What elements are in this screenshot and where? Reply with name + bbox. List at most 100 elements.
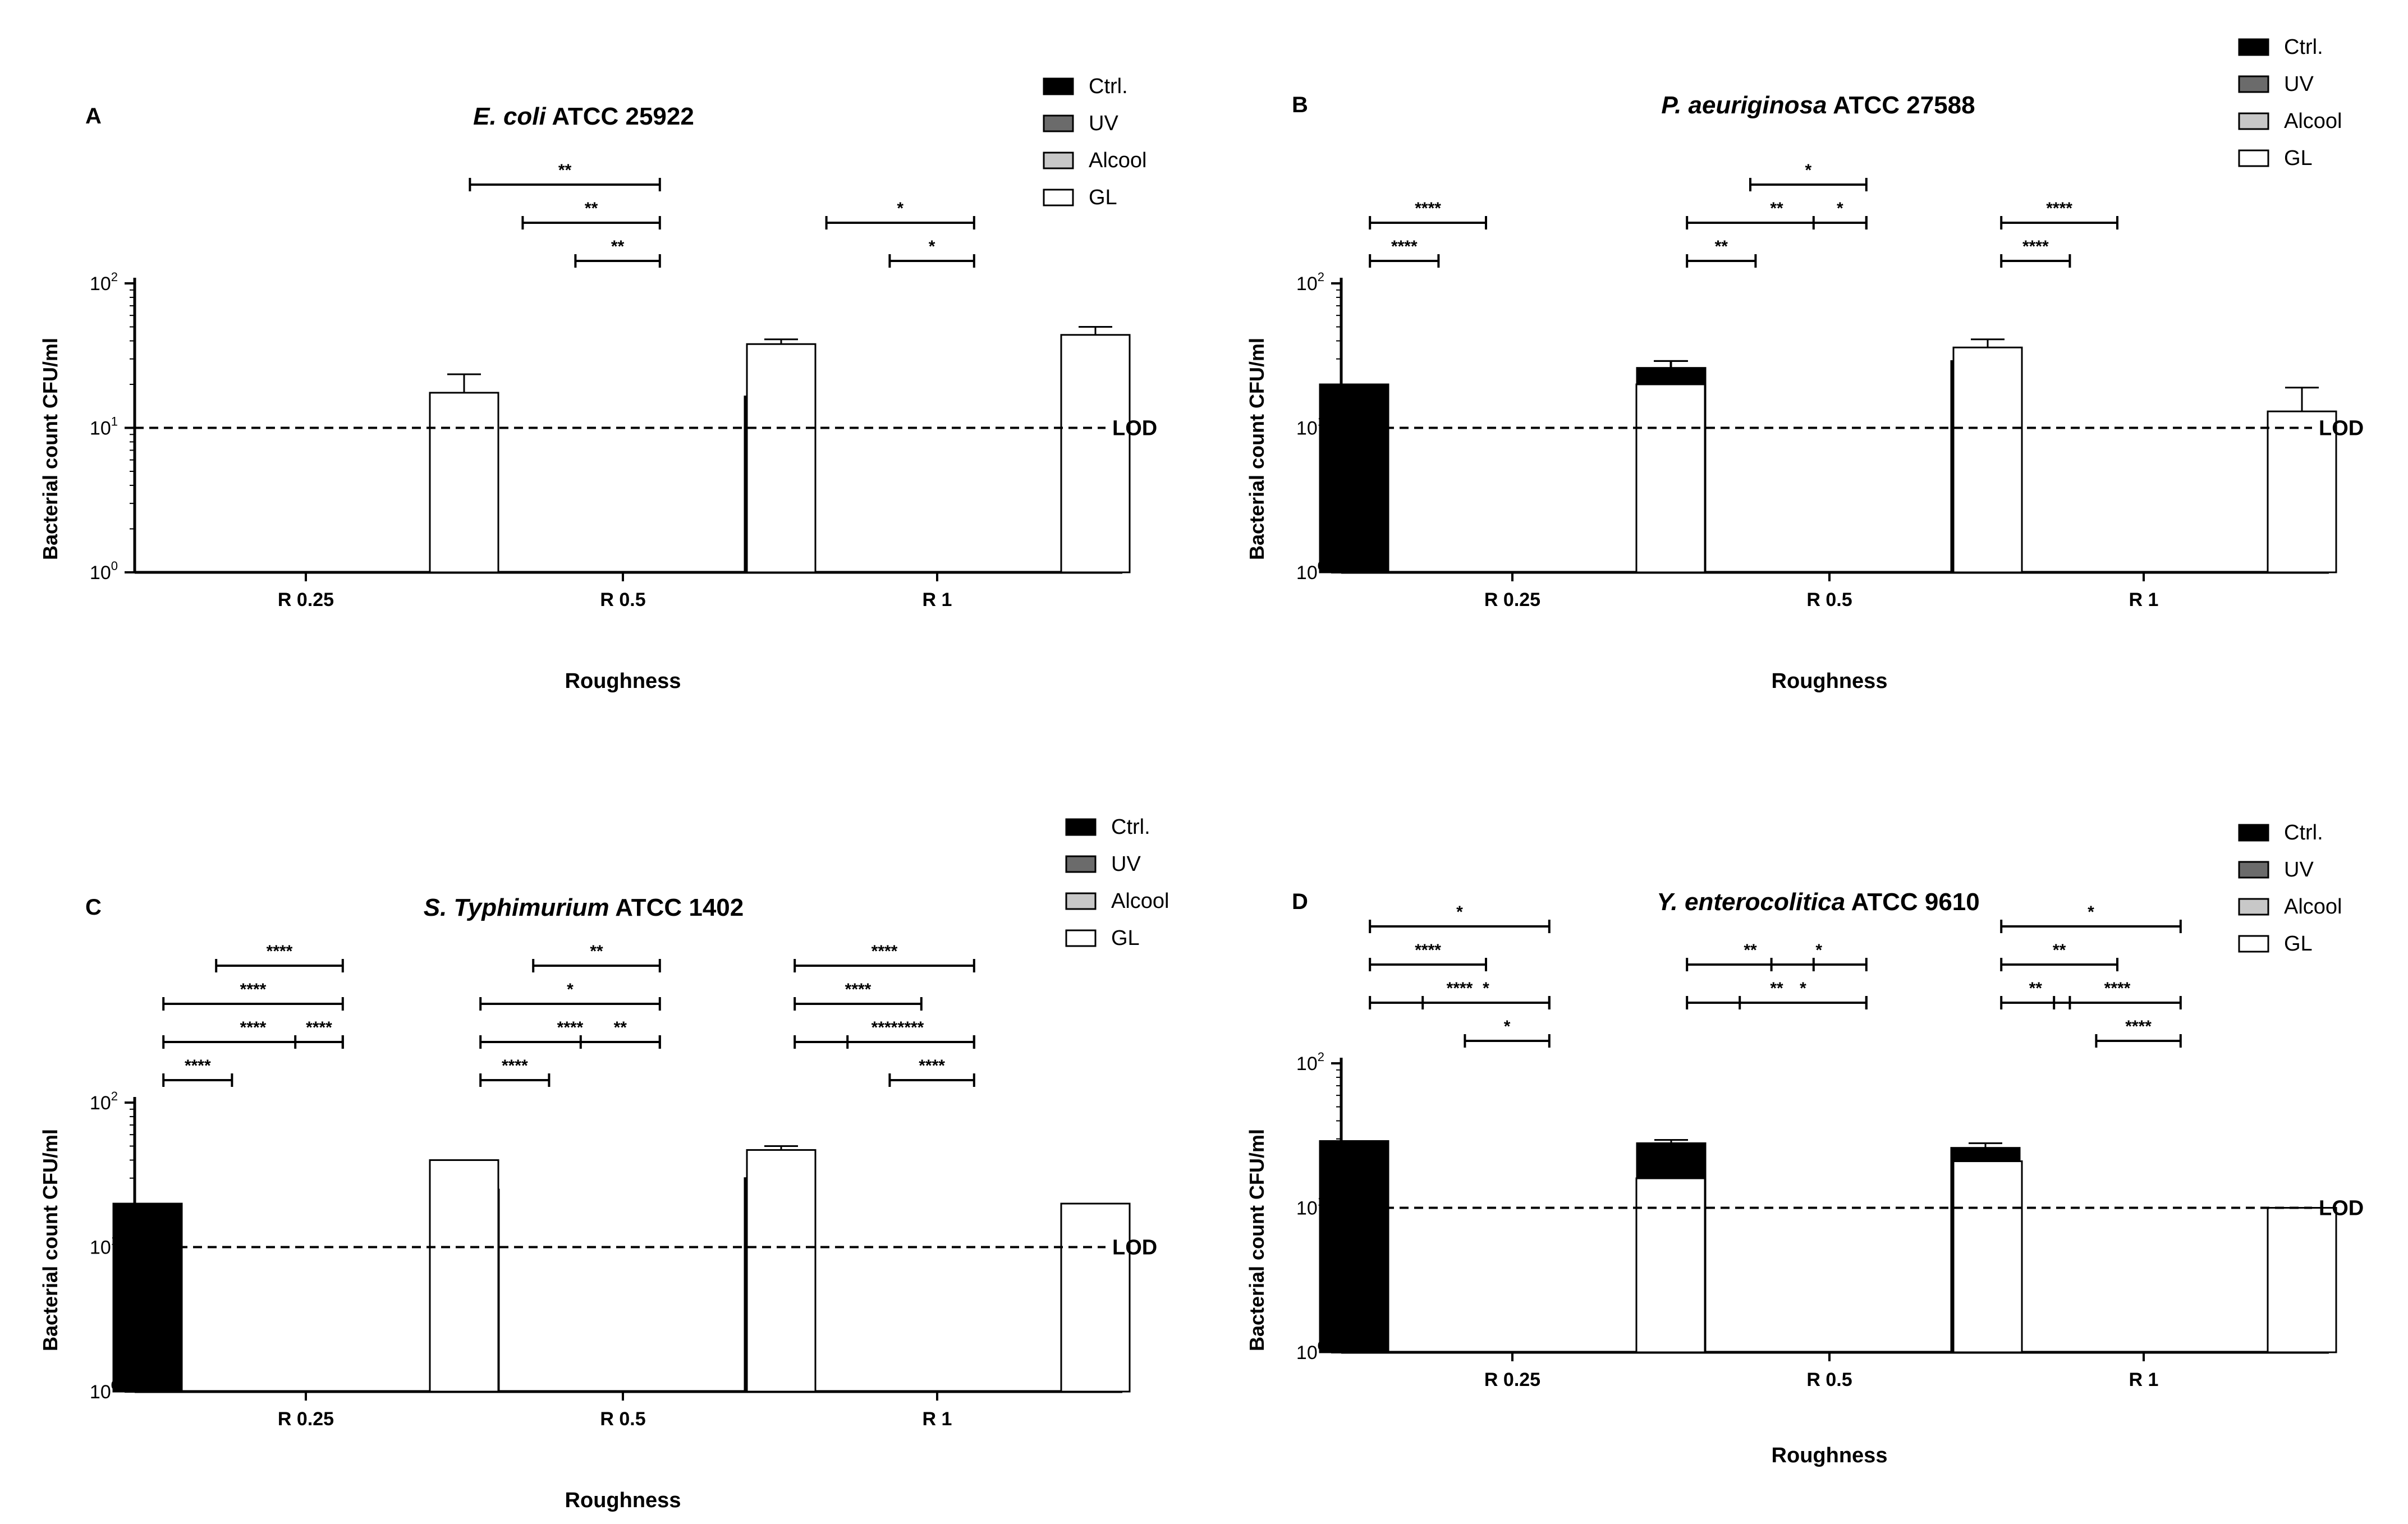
significance-label: **** [2125,1017,2152,1036]
bar-gl [1635,383,1706,573]
significance-label: ** [590,942,603,961]
x-axis-label: Roughness [1772,1444,1888,1467]
x-tick-label: R 1 [923,589,952,610]
legend: Ctrl. UV Alcool GL [1043,75,1147,209]
legend-swatch [1043,152,1074,169]
chart-title-italic: P. aeuriginosa [1661,91,1827,119]
legend-swatch [1065,818,1097,836]
legend-label: GL [1111,926,1140,950]
significance-label: * [1800,979,1806,998]
significance-label: **** [2022,237,2049,256]
chart-title: S. Typhimurium ATCC 1402 [424,894,744,921]
panel-label: A [85,104,102,128]
significance-label: **** [240,980,267,999]
significance-label: **** [919,1057,945,1075]
significance-label: **** [872,1018,898,1037]
significance-label: * [1805,161,1812,180]
significance-label: **** [557,1018,584,1037]
chart-title-rest: ATCC 27588 [1827,91,1975,119]
x-axis-label: Roughness [565,1489,681,1512]
legend-label: UV [1089,112,1118,135]
x-tick-label: R 0.25 [278,589,334,610]
significance-label: ** [1715,237,1728,256]
legend-label: GL [2284,146,2313,170]
bar-gl [2267,410,2337,573]
panel-label: B [1292,93,1308,117]
x-tick-label: R 1 [2129,589,2159,610]
chart-title-italic: S. Typhimurium [424,894,609,921]
chart-title-italic: E. coli [473,103,546,130]
significance-label: **** [1391,237,1418,256]
chart-svg-a: A E. coli ATCC 25922 Bacterial count CFU… [39,75,1157,693]
significance-label: ** [558,161,572,180]
y-tick-label: 101 [90,415,118,439]
significance-label: **** [306,1018,332,1037]
legend-swatch [1043,77,1074,95]
significance-label: * [1456,903,1463,921]
y-tick-label: 102 [90,1089,118,1114]
chart-svg-d: D Y. enterocolitica ATCC 9610 Bacterial … [1245,821,2364,1467]
x-tick-label: R 1 [923,1408,952,1430]
significance-label: **** [845,980,872,999]
lod-label: LOD [2319,417,2364,440]
legend: Ctrl. UV Alcool GL [1065,815,1169,950]
legend-swatch [2238,75,2269,93]
legend-label: Ctrl. [1111,815,1150,839]
significance-label: ** [585,199,598,218]
y-axis-label: Bacterial count CFU/ml [39,1129,62,1351]
chart-title-italic: Y. enterocolitica [1657,888,1845,916]
y-tick-label: 102 [1296,1050,1324,1075]
bar-gl [2267,1207,2337,1353]
bar-gl [746,343,817,573]
chart-title-rest: ATCC 1402 [609,894,744,921]
chart-panel-b: B P. aeuriginosa ATCC 27588 Bacterial co… [1229,22,2408,774]
significance-label: **** [2104,979,2131,998]
bar-gl [746,1149,817,1393]
legend-swatch [2238,112,2269,130]
chart-svg-b: B P. aeuriginosa ATCC 27588 Bacterial co… [1245,35,2364,693]
legend-swatch [1043,114,1074,132]
significance-label: * [929,237,935,256]
y-tick-label: 102 [90,270,118,295]
legend-swatch [2238,935,2269,953]
significance-label: **** [267,942,293,961]
lod-label: LOD [1112,1236,1157,1260]
chart-panel-c: C S. Typhimurium ATCC 1402 Bacterial cou… [22,769,1223,1521]
significance-label: ** [614,1018,627,1037]
legend-label: UV [1111,852,1141,876]
legend-swatch [2238,149,2269,167]
panel-label: C [85,895,102,920]
chart-title: E. coli ATCC 25922 [473,103,694,130]
chart-title-rest: ATCC 9610 [1845,888,1980,916]
chart-title-rest: ATCC 25922 [546,103,694,130]
bar-gl [1060,1202,1131,1393]
legend-label: Ctrl. [2284,35,2323,59]
significance-label: * [1815,941,1822,960]
lod-label: LOD [1112,417,1157,440]
significance-label: **** [1415,199,1441,218]
y-axis-label: Bacterial count CFU/ml [39,338,62,560]
x-tick-label: R 0.25 [1484,1369,1540,1390]
legend-label: GL [1089,186,1117,209]
significance-label: * [567,980,574,999]
significance-label: ** [1770,199,1783,218]
significance-label: * [1483,979,1489,998]
y-tick-label: 100 [90,559,118,584]
significance-label: * [2088,903,2094,921]
chart-title: Y. enterocolitica ATCC 9610 [1657,888,1979,916]
legend-label: Alcool [1089,149,1147,172]
significance-label: **** [898,1018,924,1037]
legend-swatch [1043,189,1074,206]
bar-ctrl [112,1202,183,1393]
legend-label: UV [2284,72,2314,96]
y-tick-label: 102 [1296,270,1324,295]
x-tick-label: R 0.25 [1484,589,1540,610]
significance-label: **** [872,942,898,961]
x-axis-label: Roughness [565,669,681,693]
legend-label: Ctrl. [2284,821,2323,844]
y-axis-label: Bacterial count CFU/ml [1245,1129,1268,1351]
legend-label: Alcool [2284,895,2342,919]
significance-label: * [897,199,903,218]
significance-label: * [1504,1017,1511,1036]
x-tick-label: R 1 [2129,1369,2159,1390]
